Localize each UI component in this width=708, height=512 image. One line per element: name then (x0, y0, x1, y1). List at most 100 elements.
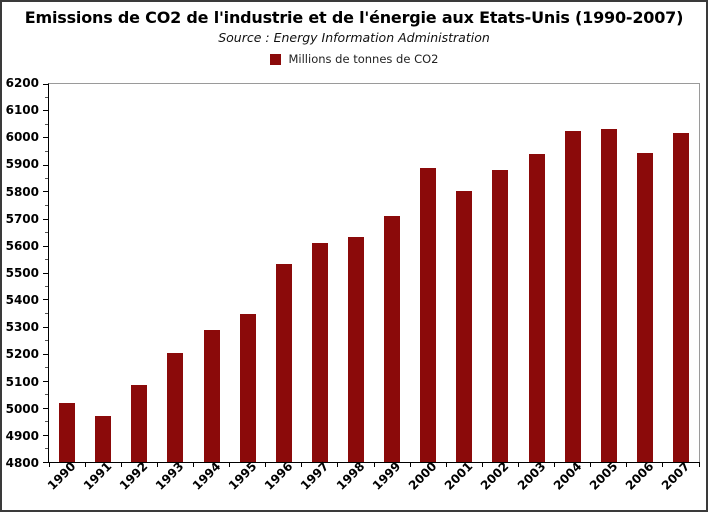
y-axis-major-tick (43, 353, 48, 355)
bar-2001 (456, 190, 473, 462)
y-axis-tick-label: 4900 (5, 428, 39, 443)
bar-1999 (384, 216, 401, 462)
y-axis-tick-label: 5900 (5, 157, 39, 172)
y-axis-minor-tick (45, 313, 48, 314)
x-axis-tick (229, 462, 231, 467)
x-axis-tick-label: 2007 (658, 459, 693, 493)
x-axis-tick (156, 462, 158, 467)
x-axis-tick (373, 462, 375, 467)
y-axis-major-tick (43, 245, 48, 247)
bar-1990 (59, 402, 76, 462)
x-axis-tick-label: 1996 (261, 459, 296, 493)
y-axis-minor-tick (45, 367, 48, 368)
y-axis-tick-label: 5600 (5, 238, 39, 253)
x-axis-tick-label: 1998 (333, 459, 368, 493)
y-axis-tick-label: 6000 (5, 130, 39, 145)
x-axis-tick (481, 462, 483, 467)
y-axis-minor-tick (45, 232, 48, 233)
x-axis-tick (517, 462, 519, 467)
x-axis-tick-label: 1999 (369, 459, 404, 493)
y-axis-major-tick (43, 83, 48, 85)
bar-1994 (203, 329, 220, 462)
legend-swatch-icon (269, 53, 281, 65)
bar-1996 (275, 263, 292, 462)
bar-1991 (95, 416, 112, 462)
y-axis-major-tick (43, 407, 48, 409)
bar-1997 (311, 243, 328, 462)
y-axis-tick-label: 5700 (5, 211, 39, 226)
y-axis-minor-tick (45, 421, 48, 422)
y-axis-minor-tick (45, 124, 48, 125)
legend-label: Millions de tonnes de CO2 (288, 52, 439, 66)
y-axis-minor-tick (45, 151, 48, 152)
x-axis-tick-label: 1995 (225, 459, 260, 493)
x-axis-tick-label: 2003 (514, 459, 548, 493)
y-axis-major-tick (43, 461, 48, 463)
x-axis-tick (301, 462, 303, 467)
bar-1993 (167, 352, 184, 462)
y-axis-major-tick (43, 218, 48, 220)
x-axis-tick (409, 462, 411, 467)
y-axis-tick-label: 5400 (5, 293, 39, 308)
y-axis-tick-label: 5800 (5, 184, 39, 199)
y-axis-minor-tick (45, 340, 48, 341)
y-axis-major-tick (43, 434, 48, 436)
legend: Millions de tonnes de CO2 (2, 52, 706, 66)
x-axis-tick (590, 462, 592, 467)
x-axis-tick (192, 462, 194, 467)
bar-1992 (131, 385, 148, 462)
x-axis-tick-label: 2005 (586, 459, 621, 493)
y-axis-tick-label: 5100 (5, 374, 39, 389)
bar-1998 (347, 236, 364, 462)
x-axis-tick-label: 1991 (81, 459, 115, 493)
y-axis-major-tick (43, 191, 48, 193)
x-axis-tick-label: 1990 (44, 459, 79, 493)
chart-title: Emissions de CO2 de l'industrie et de l'… (24, 8, 684, 27)
y-axis-tick-label: 5300 (5, 320, 39, 335)
x-axis-tick (626, 462, 628, 467)
y-axis-tick-label: 5500 (5, 266, 39, 280)
y-axis-major-tick (43, 164, 48, 166)
y-axis-minor-tick (45, 394, 48, 395)
x-axis-tick-label: 1993 (153, 459, 187, 493)
y-axis-major-tick (43, 299, 48, 301)
x-axis-tick (698, 462, 700, 467)
y-axis-major-tick (43, 380, 48, 382)
y-axis-minor-tick (45, 205, 48, 206)
y-axis-major-tick (43, 326, 48, 328)
y-axis-major-tick (43, 110, 48, 112)
x-axis-tick (84, 462, 86, 467)
x-axis-tick-label: 1992 (117, 459, 151, 493)
plot-area: 1990 1991 1992 1993 1994 1995 1996 1997 1998 1999… (43, 83, 700, 493)
x-axis-tick (337, 462, 339, 467)
y-axis-minor-tick (45, 178, 48, 179)
bar-2006 (636, 152, 653, 462)
chart-subtitle: Source : Energy Information Administrati… (218, 30, 490, 45)
bar-2000 (420, 167, 437, 462)
bar-2004 (564, 131, 581, 462)
bar-2005 (600, 128, 617, 462)
bar-2002 (492, 170, 509, 462)
y-axis-tick-label: 6100 (5, 103, 39, 118)
x-axis-tick-label: 2000 (406, 459, 440, 493)
x-axis-tick-label: 2004 (550, 459, 585, 493)
x-axis-tick (120, 462, 122, 467)
x-axis-tick-label: 1997 (297, 459, 332, 493)
x-axis-tick (445, 462, 447, 467)
y-axis-major-tick (43, 272, 48, 274)
x-axis-tick-label: 2001 (442, 459, 476, 493)
y-axis-tick-label: 4800 (5, 456, 39, 470)
chart-area: 4800 4900 5000 5100 5200 5300 5400 5500 5600 5700… (2, 76, 700, 493)
y-axis-tick-label: 5000 (5, 401, 39, 416)
y-axis-minor-tick (45, 259, 48, 260)
x-axis-tick-label: 1994 (189, 459, 223, 493)
bar-2003 (528, 154, 545, 462)
x-axis-tick (48, 462, 50, 467)
x-axis-tick (265, 462, 267, 467)
y-axis-minor-tick (45, 286, 48, 287)
bar-1995 (239, 313, 256, 462)
x-axis-tick (662, 462, 664, 467)
x-axis-tick-label: 2002 (478, 459, 512, 493)
y-axis-tick-label: 5200 (5, 347, 39, 362)
